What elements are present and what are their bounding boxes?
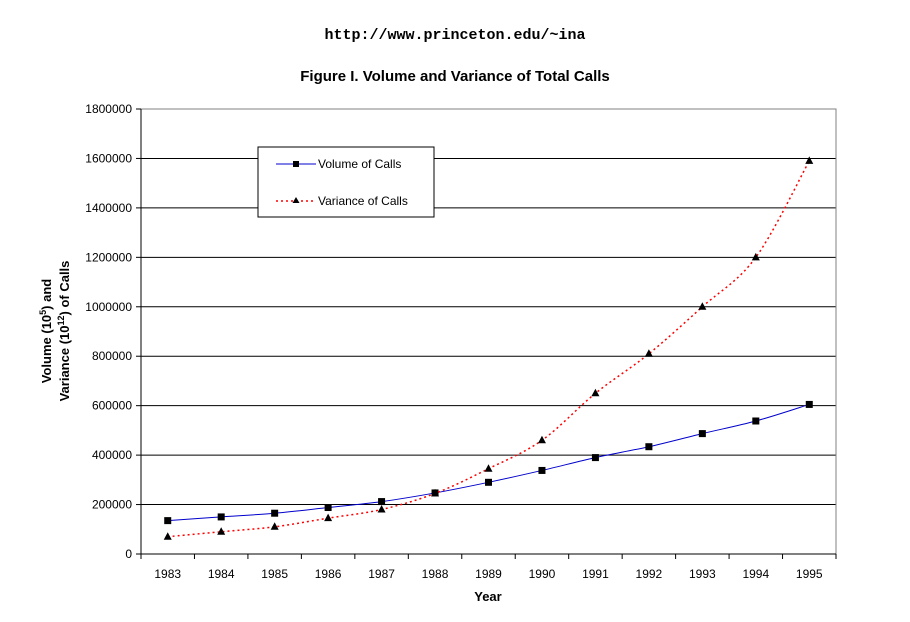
y-tick-label: 1200000 xyxy=(85,250,132,264)
volume-point-1987 xyxy=(378,498,386,506)
x-tick-label: 1991 xyxy=(582,567,609,581)
variance-point-1990 xyxy=(537,435,546,444)
x-tick-label: 1983 xyxy=(154,567,181,581)
variance-point-1994 xyxy=(751,252,760,261)
volume-point-1986 xyxy=(324,504,332,512)
legend: Volume of Calls Variance of Calls xyxy=(257,146,435,218)
y-tick-label: 0 xyxy=(125,547,132,561)
plot-area xyxy=(140,108,837,555)
y-axis-label-sup: 5 xyxy=(38,310,48,315)
y-tick-label: 1000000 xyxy=(85,300,132,314)
volume-point-1989 xyxy=(485,478,492,486)
x-tick-label: 1990 xyxy=(529,567,556,581)
series-variance xyxy=(163,156,814,540)
variance-point-1988 xyxy=(431,488,440,497)
volume-point-1990 xyxy=(538,466,546,474)
legend-variance-marker xyxy=(292,197,300,203)
variance-point-1992 xyxy=(644,349,653,357)
y-tick-label: 200000 xyxy=(92,498,132,512)
variance-point-1984 xyxy=(217,527,226,535)
volume-point-1993 xyxy=(698,430,706,438)
y-axis-label-part: Volume (10 xyxy=(39,315,54,383)
x-tick-label: 1993 xyxy=(689,567,716,581)
x-tick-label: 1995 xyxy=(796,567,823,581)
variance-point-1986 xyxy=(324,513,333,522)
variance-point-1991 xyxy=(591,388,600,397)
y-tick-label: 800000 xyxy=(92,349,132,363)
volume-point-1983 xyxy=(164,517,172,525)
grid-lines xyxy=(141,108,836,506)
x-tick-label: 1992 xyxy=(636,567,663,581)
y-axis-label-line2: Variance (1012) of Calls xyxy=(56,261,72,402)
y-axis-label-sup: 12 xyxy=(56,316,66,326)
x-tick-label: 1989 xyxy=(475,567,502,581)
volume-point-1994 xyxy=(752,417,760,425)
y-tick-label: 600000 xyxy=(92,399,132,413)
y-axis: 0 200000 400000 600000 800000 1000000 1200000 1… xyxy=(85,102,142,561)
y-tick-label: 1800000 xyxy=(85,102,132,116)
variance-point-1987 xyxy=(377,505,386,513)
x-tick-label: 1994 xyxy=(742,567,769,581)
series-volume xyxy=(164,400,813,525)
x-tick-label: 1984 xyxy=(208,567,235,581)
source-url: http://www.princeton.edu/~ina xyxy=(324,27,586,44)
volume-point-1995 xyxy=(805,400,813,408)
legend-volume-label: Volume of Calls xyxy=(318,157,401,171)
y-axis-label-part: ) and xyxy=(39,279,54,310)
volume-point-1991 xyxy=(591,454,599,462)
svg-text:Volume (105) and: Volume (105) and xyxy=(38,279,54,384)
x-axis-label: Year xyxy=(474,589,501,604)
volume-point-1985 xyxy=(271,509,279,517)
volume-point-1984 xyxy=(217,513,225,521)
y-tick-label: 1600000 xyxy=(85,151,132,165)
chart-title: Figure I. Volume and Variance of Total C… xyxy=(300,68,610,85)
y-axis-label: Volume (105) and xyxy=(38,279,54,384)
variance-point-1989 xyxy=(484,464,493,472)
variance-point-1995 xyxy=(805,156,814,164)
variance-point-1983 xyxy=(163,532,172,540)
x-tick-label: 1986 xyxy=(315,567,342,581)
y-axis-label-part: ) of Calls xyxy=(57,261,72,316)
volume-point-1992 xyxy=(645,443,653,451)
y-axis-label-part: Variance (10 xyxy=(57,326,72,402)
legend-volume-marker xyxy=(293,161,299,167)
x-tick-label: 1985 xyxy=(261,567,288,581)
x-axis: 1983 1984 1985 1986 1987 1988 1989 1990 1991 1992… xyxy=(140,553,837,581)
svg-text:Variance (1012) of Calls: Variance (1012) of Calls xyxy=(56,261,72,402)
x-tick-label: 1988 xyxy=(422,567,449,581)
legend-variance-label: Variance of Calls xyxy=(318,194,408,208)
variance-point-1985 xyxy=(270,522,279,530)
y-tick-label: 1400000 xyxy=(85,201,132,215)
y-tick-label: 400000 xyxy=(92,448,132,462)
variance-point-1993 xyxy=(698,302,707,310)
x-tick-label: 1987 xyxy=(368,567,395,581)
volume-line xyxy=(167,403,810,522)
